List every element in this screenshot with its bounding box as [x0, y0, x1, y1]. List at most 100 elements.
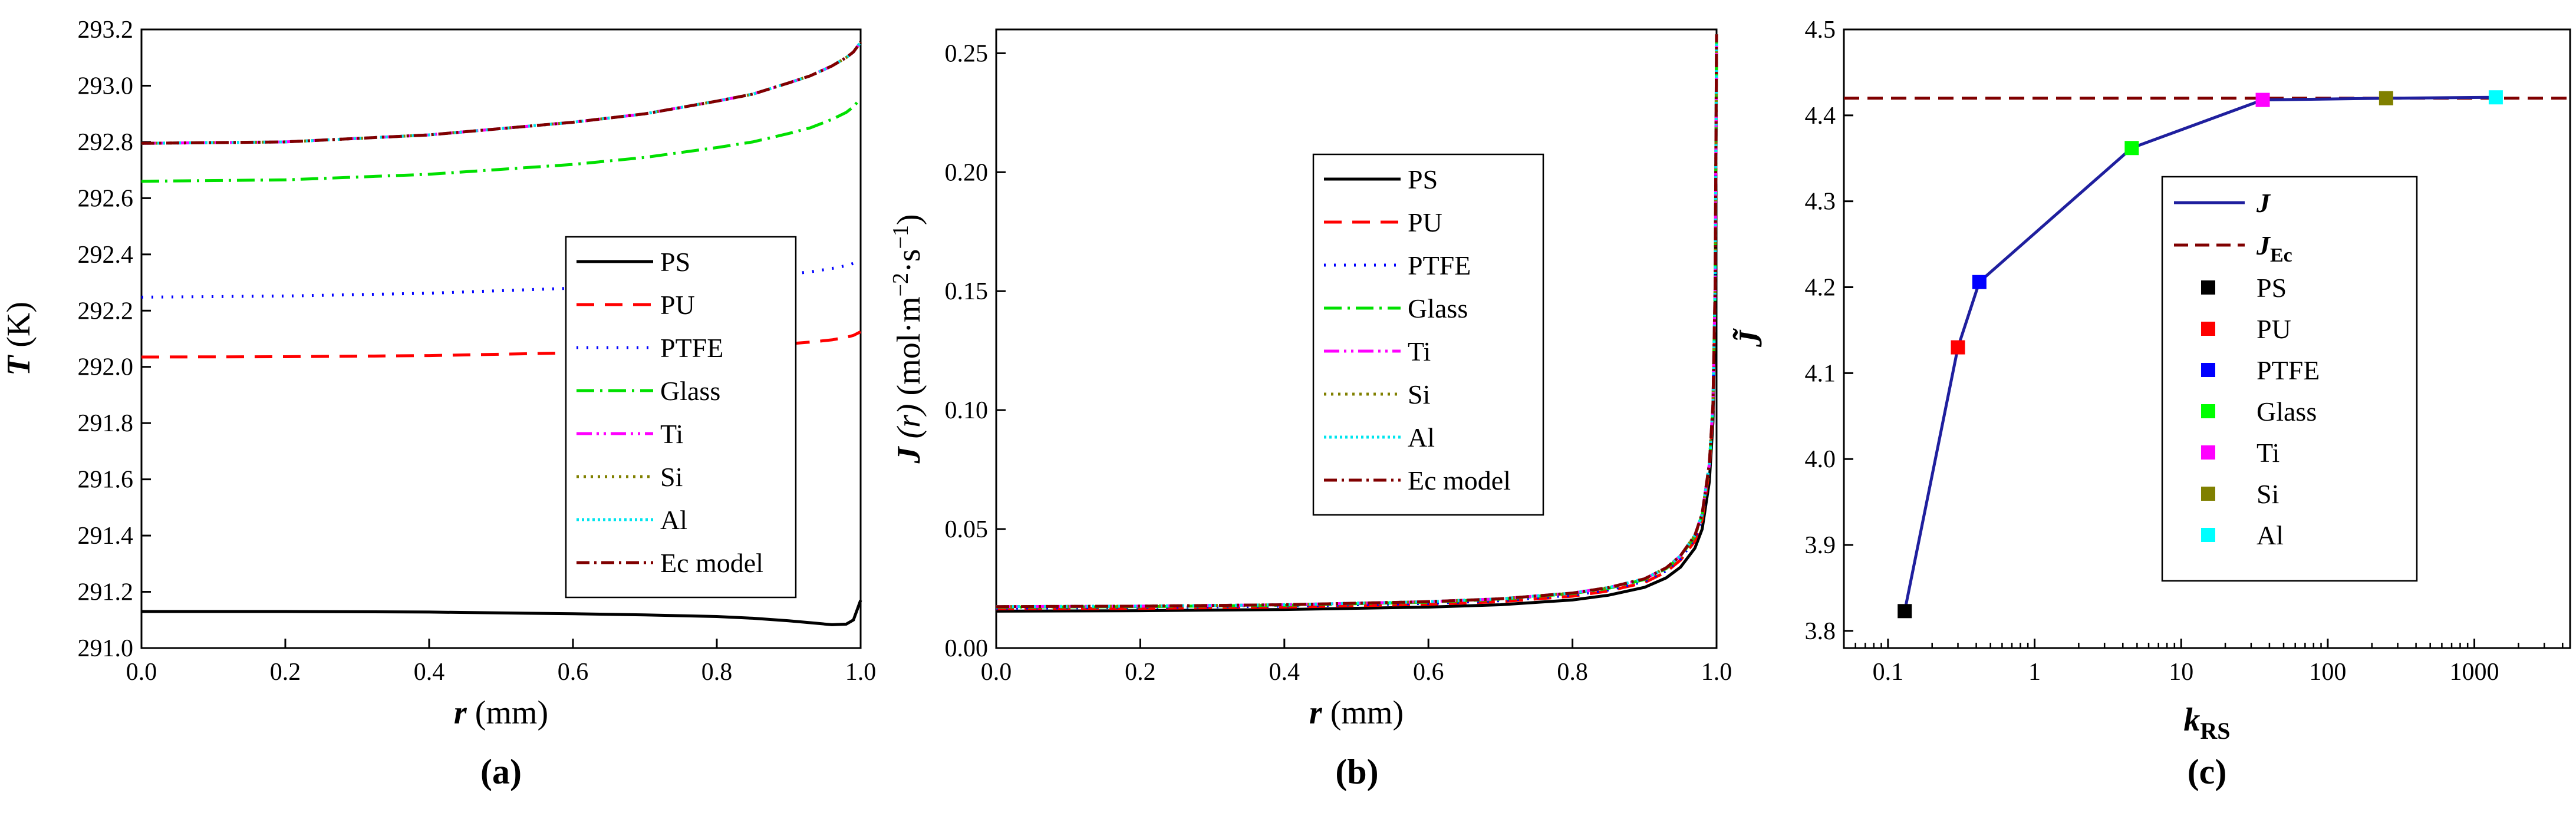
x-axis-label: r (mm) [454, 695, 548, 731]
legend-label: Ti [660, 419, 683, 449]
y-axis-label: J̃ [1732, 328, 1769, 348]
legend-label: Si [1408, 379, 1430, 409]
y-tick-label: 291.4 [78, 523, 134, 550]
y-tick-label: 4.0 [1805, 446, 1836, 473]
legend-label: PU [2257, 314, 2291, 344]
y-axis-label: J (r) (mol·m−2·s−1) [888, 214, 927, 464]
y-tick-label: 4.5 [1805, 16, 1836, 44]
series-line-si [141, 41, 862, 145]
y-tick-label: 4.2 [1805, 275, 1836, 302]
x-tick-label: 1.0 [845, 659, 877, 686]
axes-panel-0: 291.0 291.2 291.4 291.6 291.8 292.0 292.2 292.4… [1, 16, 876, 791]
y-tick-label: 291.2 [78, 579, 134, 606]
legend-label: JEc [2256, 230, 2292, 266]
legend-label: PS [1408, 164, 1438, 194]
point-al [2488, 90, 2503, 105]
legend: PS PU PTFE Glass Ti Si Al Ec model [565, 236, 797, 599]
y-tick-label: 292.6 [78, 185, 134, 212]
y-tick-label: 0.00 [945, 635, 989, 662]
axes-frame [995, 28, 1718, 649]
x-tick-label: 0.8 [1557, 659, 1588, 686]
legend-label: PU [660, 290, 695, 320]
x-tick-label: 0.8 [701, 659, 733, 686]
y-tick-label: 0.10 [945, 397, 989, 424]
y-tick-label: 292.8 [78, 129, 134, 156]
y-tick-label: 3.8 [1805, 618, 1836, 645]
x-tick-label: 0.2 [270, 659, 301, 686]
legend-label: Ti [2257, 438, 2279, 468]
y-tick-label: 0.20 [945, 159, 989, 186]
y-tick-label: 0.15 [945, 278, 989, 305]
legend-label: Si [2257, 479, 2279, 509]
x-tick-label: 0.1 [1873, 659, 1904, 686]
x-tick-label: 0.0 [126, 659, 157, 686]
y-tick-label: 4.1 [1805, 360, 1836, 387]
y-tick-label: 293.2 [78, 16, 134, 44]
x-axis-label: r (mm) [1309, 695, 1404, 731]
y-tick-label: 3.9 [1805, 532, 1836, 559]
legend-label: PU [1408, 207, 1442, 237]
legend-label: Al [2257, 520, 2284, 550]
legend-label: PTFE [1408, 250, 1471, 280]
series-line-ti [141, 41, 862, 145]
x-tick-label: 0.6 [558, 659, 589, 686]
legend-label: Glass [2257, 396, 2317, 427]
axes-frame [140, 28, 862, 649]
legend-label: Ec model [660, 548, 763, 578]
x-tick-label: 0.6 [1413, 659, 1444, 686]
axes-frame [1843, 28, 2571, 649]
point-ptfe [1972, 275, 1987, 289]
x-tick-label: 0.4 [414, 659, 445, 686]
y-tick-label: 4.3 [1805, 189, 1836, 216]
legend-marker [2201, 404, 2215, 418]
point-ti [2255, 92, 2270, 107]
legend-marker [2201, 322, 2215, 336]
axes-panel-1: 0.00 0.05 0.10 0.15 0.20 0.25 0.0 0.2 0.4 0.6 0.8 1… [888, 28, 1732, 791]
legend-marker [2201, 445, 2215, 460]
panel-label: (a) [480, 752, 522, 791]
x-tick-label: 0.4 [1269, 659, 1300, 686]
x-tick-label: 100 [2309, 659, 2346, 686]
y-tick-label: 0.05 [945, 516, 989, 543]
legend-marker [2201, 280, 2215, 295]
series-line-ec-model [141, 41, 862, 145]
panel-label: (c) [2188, 752, 2227, 791]
point-pu [1951, 340, 1965, 355]
legend-label: Glass [660, 376, 720, 406]
point-ps [1898, 604, 1912, 619]
series-line-ptfe [996, 39, 1718, 610]
x-tick-label: 1000 [2450, 659, 2499, 686]
y-tick-label: 291.6 [78, 467, 134, 494]
y-tick-label: 292.2 [78, 298, 134, 325]
legend-marker [2201, 363, 2215, 377]
legend-label: PS [2257, 273, 2287, 303]
legend-label: Si [660, 462, 683, 492]
y-tick-label: 292.4 [78, 242, 134, 269]
legend-frame [565, 236, 797, 599]
x-tick-label: 1.0 [1701, 659, 1732, 686]
series-line-ec-model [996, 34, 1718, 609]
legend-label: Ec model [1408, 465, 1511, 495]
legend-label: PTFE [2257, 355, 2320, 385]
y-axis-label: T (K) [1, 302, 37, 376]
legend-label: Ti [1408, 336, 1431, 366]
series-line-glass [141, 97, 862, 183]
point-glass [2124, 141, 2139, 156]
y-tick-label: 4.4 [1805, 103, 1836, 130]
series-line-al [141, 41, 862, 145]
legend-marker [2201, 487, 2215, 501]
legend-label: PS [660, 247, 690, 277]
point-si [2379, 91, 2393, 105]
x-tick-label: 10 [2169, 659, 2193, 686]
y-tick-label: 0.25 [945, 40, 989, 67]
y-tick-label: 292.0 [78, 354, 134, 381]
legend-frame [1312, 153, 1544, 516]
plot-area [996, 34, 1718, 613]
legend: PS PU PTFE Glass Ti Si Al Ec model [1312, 153, 1544, 516]
y-tick-label: 291.0 [78, 635, 134, 662]
y-tick-label: 293.0 [78, 72, 134, 100]
x-tick-label: 0.0 [981, 659, 1012, 686]
legend-marker [2201, 528, 2215, 542]
legend-label: Al [660, 505, 687, 535]
